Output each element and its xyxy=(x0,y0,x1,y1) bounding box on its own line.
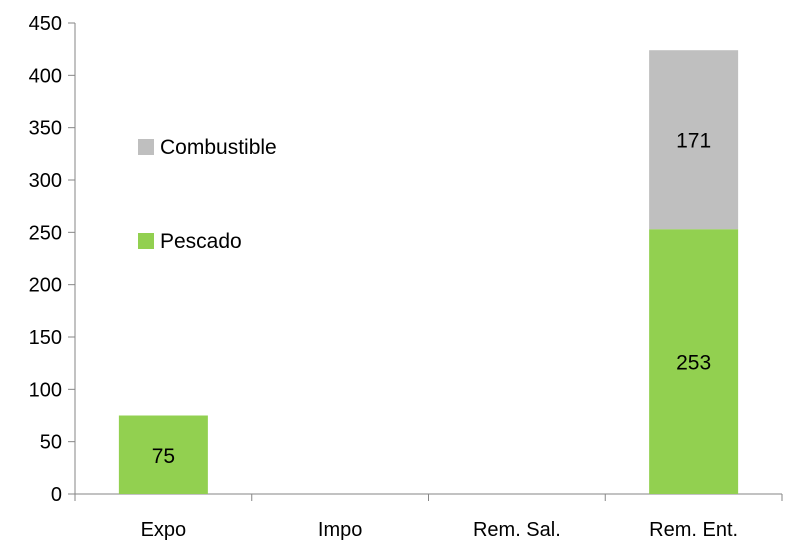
x-tick-label: Rem. Ent. xyxy=(649,519,738,541)
bar-pescado xyxy=(649,229,739,494)
y-tick-label: 200 xyxy=(29,275,62,297)
y-tick-label: 150 xyxy=(29,327,62,349)
legend-label-pescado: Pescado xyxy=(160,230,242,253)
x-axis: Expo Impo Rem. Sal. Rem. Ent. xyxy=(74,493,783,541)
y-tick-label: 250 xyxy=(29,222,62,244)
bar-pescado xyxy=(118,415,208,494)
x-tick-label: Impo xyxy=(318,519,362,541)
y-tick-label: 50 xyxy=(40,432,62,454)
y-tick-label: 350 xyxy=(29,118,62,140)
legend: Combustible Pescado xyxy=(138,136,277,253)
y-tick-label: 400 xyxy=(29,65,62,87)
legend-label-combustible: Combustible xyxy=(160,136,277,159)
y-tick-label: 100 xyxy=(29,379,62,401)
bar-combustible xyxy=(649,50,739,230)
data-label: 75 xyxy=(152,445,175,468)
x-tick-label: Rem. Sal. xyxy=(473,519,561,541)
y-tick-label: 0 xyxy=(51,484,62,506)
data-label: 253 xyxy=(676,352,711,375)
data-labels: 75 253 171 xyxy=(152,130,711,468)
legend-swatch-combustible xyxy=(138,139,154,155)
y-tick-label: 450 xyxy=(29,13,62,35)
y-tick-label: 300 xyxy=(29,170,62,192)
bars xyxy=(118,50,739,494)
data-label: 171 xyxy=(676,130,711,153)
x-tick-label: Expo xyxy=(141,519,187,541)
legend-swatch-pescado xyxy=(138,233,154,249)
y-axis: 0 50 100 150 200 250 300 350 400 450 xyxy=(29,13,76,506)
